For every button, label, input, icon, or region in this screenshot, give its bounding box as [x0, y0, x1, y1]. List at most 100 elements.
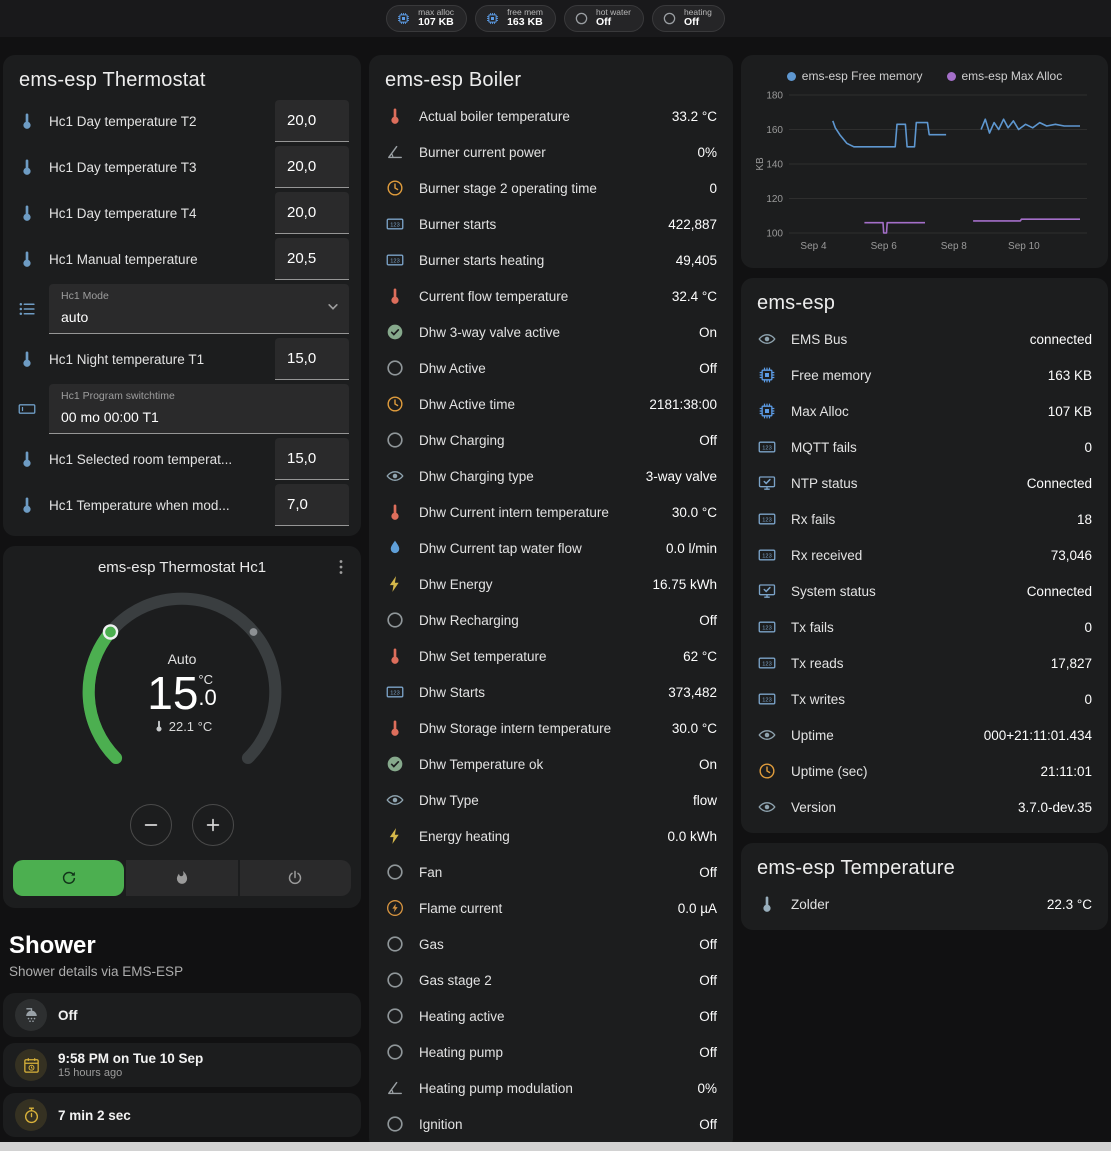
entity-row[interactable]: Dhw Temperature ok On: [369, 746, 733, 782]
thermometer-water-icon: [17, 249, 37, 269]
entity-value: flow: [692, 792, 717, 808]
legend-item[interactable]: ems-esp Free memory: [786, 69, 923, 83]
entity-row[interactable]: Max Alloc 107 KB: [741, 393, 1108, 429]
entity-row[interactable]: Dhw Charging type 3-way valve: [369, 458, 733, 494]
entity-row[interactable]: Dhw Active time 2181:38:00: [369, 386, 733, 422]
entity-row[interactable]: Heating pump modulation 0%: [369, 1070, 733, 1106]
header-badge[interactable]: free mem 163 KB: [475, 5, 556, 32]
header-badge[interactable]: heating Off: [651, 5, 725, 32]
entity-row[interactable]: Uptime 000+21:11:01.434: [741, 717, 1108, 753]
entity-row[interactable]: Dhw Recharging Off: [369, 602, 733, 638]
target-temp-knob[interactable]: [102, 624, 119, 640]
increase-temp-button[interactable]: [192, 804, 234, 846]
water-pump-icon: [385, 538, 405, 558]
entity-row[interactable]: Hc1 Temperature when mod...: [3, 482, 361, 528]
entity-row[interactable]: 123 Tx reads 17,827: [741, 645, 1108, 681]
entity-row[interactable]: Dhw Storage intern temperature 30.0 °C: [369, 710, 733, 746]
memory-icon: [757, 365, 777, 385]
entity-row[interactable]: 123 Dhw Starts 373,482: [369, 674, 733, 710]
entity-row[interactable]: Free memory 163 KB: [741, 357, 1108, 393]
entity-row[interactable]: Hc1 Day temperature T3: [3, 144, 361, 190]
entity-row[interactable]: Hc1 Program switchtime 00 mo 00:00 T1: [3, 382, 361, 436]
entity-row[interactable]: Hc1 Selected room temperat...: [3, 436, 361, 482]
number-input[interactable]: [275, 438, 349, 480]
entity-value: connected: [1029, 331, 1092, 347]
mode-auto-button[interactable]: [13, 860, 125, 896]
entity-name: Burner starts: [419, 216, 497, 232]
entity-row[interactable]: Zolder 22.3 °C: [741, 886, 1108, 922]
entity-row[interactable]: Actual boiler temperature 33.2 °C: [369, 98, 733, 134]
entity-row[interactable]: Uptime (sec) 21:11:01: [741, 753, 1108, 789]
header-badge[interactable]: max alloc 107 KB: [386, 5, 468, 32]
column-left: ems-esp Thermostat Hc1 Day temperature T…: [3, 55, 361, 1151]
mode-off-button[interactable]: [239, 860, 351, 896]
entity-row[interactable]: EMS Bus connected: [741, 321, 1108, 357]
entity-row[interactable]: Hc1 Day temperature T2: [3, 98, 361, 144]
svg-text:123: 123: [762, 445, 771, 451]
entity-row[interactable]: 123 Rx fails 18: [741, 501, 1108, 537]
entity-name: Tx fails: [791, 619, 834, 635]
header-badge[interactable]: hot water Off: [563, 5, 644, 32]
entity-name: Dhw Energy: [419, 576, 493, 592]
entity-row[interactable]: 123 Tx fails 0: [741, 609, 1108, 645]
entity-name: Current flow temperature: [419, 288, 569, 304]
flash-icon: [385, 574, 405, 594]
entity-row[interactable]: System status Connected: [741, 573, 1108, 609]
entity-row[interactable]: Dhw Current intern temperature 30.0 °C: [369, 494, 733, 530]
number-input[interactable]: [275, 484, 349, 526]
entity-row[interactable]: 123 Burner starts heating 49,405: [369, 242, 733, 278]
entity-row[interactable]: Heating pump Off: [369, 1034, 733, 1070]
entity-row[interactable]: Hc1 Mode auto: [3, 282, 361, 336]
mode-heat-button[interactable]: [126, 860, 238, 896]
entity-row[interactable]: Burner stage 2 operating time 0: [369, 170, 733, 206]
entity-row[interactable]: Dhw Type flow: [369, 782, 733, 818]
decrease-temp-button[interactable]: [130, 804, 172, 846]
entity-value: 16.75 kWh: [652, 576, 717, 592]
clock-icon: [757, 761, 777, 781]
entity-row[interactable]: NTP status Connected: [741, 465, 1108, 501]
entity-row[interactable]: Gas Off: [369, 926, 733, 962]
legend-item[interactable]: ems-esp Max Alloc: [946, 69, 1062, 83]
number-input[interactable]: [275, 100, 349, 142]
number-input[interactable]: [275, 192, 349, 234]
entity-row[interactable]: 123 Rx received 73,046: [741, 537, 1108, 573]
thermostat-dial[interactable]: Auto 15 °C .0 22.1 °C: [70, 580, 294, 804]
tile-card[interactable]: 9:58 PM on Tue 10 Sep 15 hours ago: [3, 1043, 361, 1087]
entity-value: 49,405: [675, 252, 717, 268]
number-input[interactable]: [275, 338, 349, 380]
line-chart[interactable]: 100 120 140 160 180 Sep 4 Sep 6 Sep 8 Sep 10 KB: [753, 87, 1093, 255]
entity-row[interactable]: Gas stage 2 Off: [369, 962, 733, 998]
more-options-icon[interactable]: [331, 557, 351, 577]
entity-row[interactable]: 123 Burner starts 422,887: [369, 206, 733, 242]
entity-row[interactable]: Dhw Set temperature 62 °C: [369, 638, 733, 674]
entity-row[interactable]: Fan Off: [369, 854, 733, 890]
tile-card[interactable]: 7 min 2 sec: [3, 1093, 361, 1137]
chevron-down-icon: [323, 296, 343, 321]
number-input[interactable]: [275, 238, 349, 280]
entity-row[interactable]: Hc1 Manual temperature: [3, 236, 361, 282]
entity-row[interactable]: Version 3.7.0-dev.35: [741, 789, 1108, 825]
entity-name: Hc1 Manual temperature: [49, 251, 198, 267]
entity-row[interactable]: Dhw Charging Off: [369, 422, 733, 458]
entity-row[interactable]: Burner current power 0%: [369, 134, 733, 170]
target-temp-fraction: .0: [198, 684, 217, 710]
entity-row[interactable]: Energy heating 0.0 kWh: [369, 818, 733, 854]
entity-row[interactable]: 123 MQTT fails 0: [741, 429, 1108, 465]
text-field[interactable]: Hc1 Program switchtime 00 mo 00:00 T1: [49, 384, 349, 434]
entity-row[interactable]: 123 Tx writes 0: [741, 681, 1108, 717]
tile-card[interactable]: Off: [3, 993, 361, 1037]
field-value: auto: [61, 309, 89, 325]
entity-row[interactable]: Heating active Off: [369, 998, 733, 1034]
entity-row[interactable]: Flame current 0.0 µA: [369, 890, 733, 926]
number-input[interactable]: [275, 146, 349, 188]
entity-row[interactable]: Dhw 3-way valve active On: [369, 314, 733, 350]
memory-icon: [485, 11, 500, 26]
entity-row[interactable]: Dhw Active Off: [369, 350, 733, 386]
entity-row[interactable]: Dhw Current tap water flow 0.0 l/min: [369, 530, 733, 566]
entity-row[interactable]: Ignition Off: [369, 1106, 733, 1142]
entity-row[interactable]: Hc1 Night temperature T1: [3, 336, 361, 382]
entity-row[interactable]: Dhw Energy 16.75 kWh: [369, 566, 733, 602]
entity-row[interactable]: Current flow temperature 32.4 °C: [369, 278, 733, 314]
entity-row[interactable]: Hc1 Day temperature T4: [3, 190, 361, 236]
select-field[interactable]: Hc1 Mode auto: [49, 284, 349, 334]
